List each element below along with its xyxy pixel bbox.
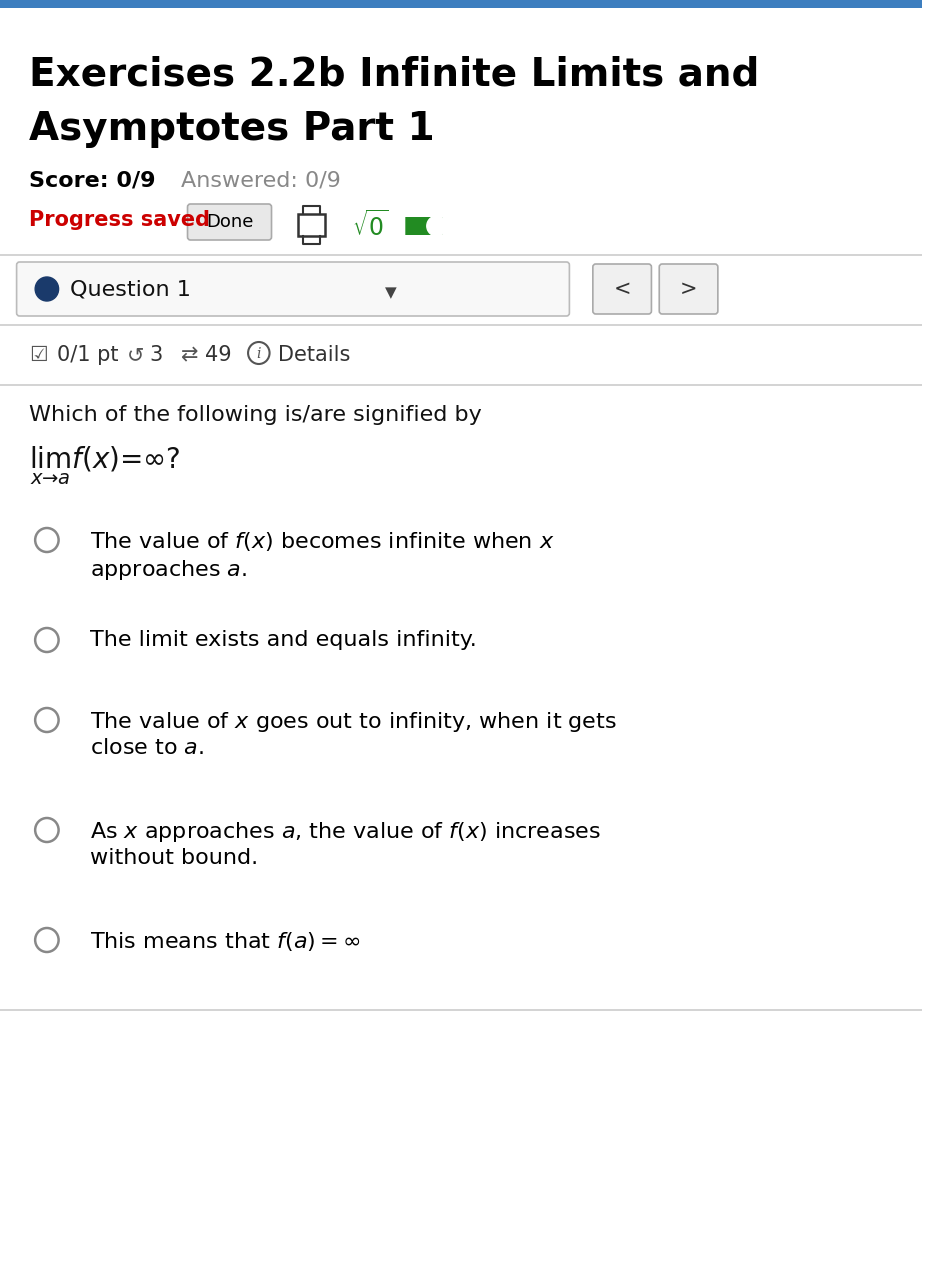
Text: Progress saved: Progress saved xyxy=(29,209,211,230)
FancyBboxPatch shape xyxy=(593,264,651,314)
Text: <: < xyxy=(614,278,631,299)
Text: The value of $f(x)$ becomes infinite when $x$: The value of $f(x)$ becomes infinite whe… xyxy=(90,530,554,553)
Text: 49: 49 xyxy=(205,345,231,365)
Circle shape xyxy=(35,928,59,951)
Circle shape xyxy=(35,819,59,842)
Text: As $x$ approaches $a$, the value of $f(x)$ increases: As $x$ approaches $a$, the value of $f(x… xyxy=(90,820,601,844)
Text: Score: 0/9: Score: 0/9 xyxy=(29,170,156,190)
Text: >: > xyxy=(680,278,698,299)
Text: i: i xyxy=(257,347,261,361)
Text: approaches $a$.: approaches $a$. xyxy=(90,558,247,582)
Circle shape xyxy=(35,527,59,552)
Text: $\sqrt{0}$: $\sqrt{0}$ xyxy=(351,209,388,240)
Text: Which of the following is/are signified by: Which of the following is/are signified … xyxy=(29,405,482,425)
Text: ⇄: ⇄ xyxy=(180,345,198,365)
FancyBboxPatch shape xyxy=(405,217,443,235)
Text: close to $a$.: close to $a$. xyxy=(90,738,204,759)
Circle shape xyxy=(35,628,59,653)
Circle shape xyxy=(427,216,447,236)
Text: This means that $f(a) = \infty$: This means that $f(a) = \infty$ xyxy=(90,930,361,953)
Circle shape xyxy=(35,277,59,301)
FancyBboxPatch shape xyxy=(659,264,717,314)
FancyBboxPatch shape xyxy=(188,204,272,240)
Text: 3: 3 xyxy=(149,345,162,365)
Text: without bound.: without bound. xyxy=(90,848,258,868)
Text: Answered: 0/9: Answered: 0/9 xyxy=(180,170,341,190)
Text: The limit exists and equals infinity.: The limit exists and equals infinity. xyxy=(90,630,477,650)
Text: Done: Done xyxy=(206,213,253,231)
Text: ▼: ▼ xyxy=(385,286,396,300)
Text: 0/1 pt: 0/1 pt xyxy=(57,345,118,365)
Text: ↺: ↺ xyxy=(126,345,144,365)
Text: Asymptotes Part 1: Asymptotes Part 1 xyxy=(29,110,435,148)
Text: ☑: ☑ xyxy=(29,345,48,365)
Text: Question 1: Question 1 xyxy=(70,278,192,299)
Text: Exercises 2.2b Infinite Limits and: Exercises 2.2b Infinite Limits and xyxy=(29,55,760,93)
Circle shape xyxy=(35,707,59,732)
Text: $\lim_{x \to a} f(x) = \infty?$: $\lim_{x \to a} f(x) = \infty?$ xyxy=(29,444,180,488)
Text: The value of $x$ goes out to infinity, when it gets: The value of $x$ goes out to infinity, w… xyxy=(90,710,616,734)
FancyBboxPatch shape xyxy=(0,0,922,8)
Text: Details: Details xyxy=(278,345,351,365)
FancyBboxPatch shape xyxy=(17,262,569,315)
